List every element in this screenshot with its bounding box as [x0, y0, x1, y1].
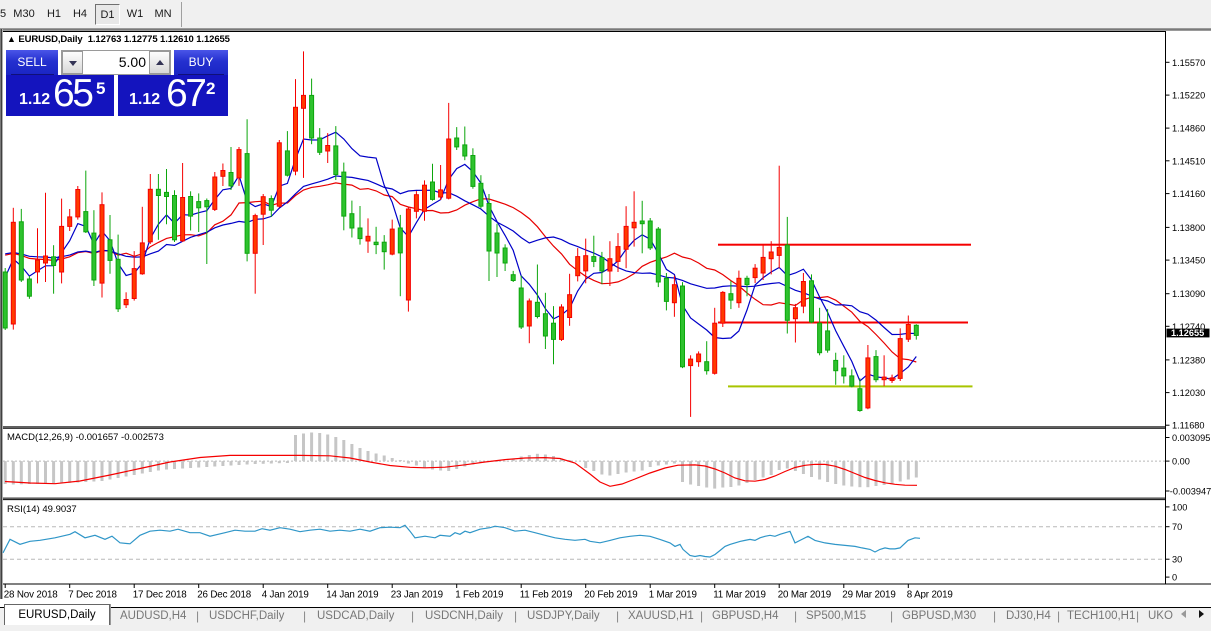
svg-text:1.13090: 1.13090	[1172, 289, 1205, 299]
svg-text:1.13800: 1.13800	[1172, 223, 1205, 233]
svg-text:100: 100	[1172, 502, 1187, 512]
svg-text:0.003095: 0.003095	[1172, 433, 1210, 443]
svg-text:7 Dec 2018: 7 Dec 2018	[68, 589, 117, 600]
svg-text:8 Apr 2019: 8 Apr 2019	[907, 589, 953, 600]
svg-text:1.11680: 1.11680	[1172, 421, 1205, 431]
svg-text:26 Dec 2018: 26 Dec 2018	[197, 589, 252, 600]
svg-text:1.14860: 1.14860	[1172, 124, 1205, 134]
svg-text:1 Mar 2019: 1 Mar 2019	[649, 589, 697, 600]
svg-text:20 Mar 2019: 20 Mar 2019	[778, 589, 831, 600]
svg-text:0.00: 0.00	[1172, 457, 1190, 467]
svg-text:11 Mar 2019: 11 Mar 2019	[713, 589, 766, 600]
svg-text:1.15220: 1.15220	[1172, 91, 1205, 101]
svg-text:1.12740: 1.12740	[1172, 322, 1205, 332]
svg-text:70: 70	[1172, 522, 1182, 532]
svg-text:11 Feb 2019: 11 Feb 2019	[520, 589, 573, 600]
svg-text:1.14510: 1.14510	[1172, 156, 1205, 166]
svg-text:17 Dec 2018: 17 Dec 2018	[133, 589, 188, 600]
svg-text:0: 0	[1172, 573, 1177, 583]
svg-text:1.13450: 1.13450	[1172, 256, 1205, 266]
svg-text:1 Feb 2019: 1 Feb 2019	[455, 589, 503, 600]
svg-text:1.12655: 1.12655	[1171, 328, 1204, 338]
svg-text:29 Mar 2019: 29 Mar 2019	[842, 589, 895, 600]
svg-text:23 Jan 2019: 23 Jan 2019	[391, 589, 443, 600]
svg-text:4 Jan 2019: 4 Jan 2019	[262, 589, 309, 600]
svg-text:30: 30	[1172, 555, 1182, 565]
svg-text:-0.003947: -0.003947	[1170, 487, 1211, 497]
svg-text:1.15570: 1.15570	[1172, 58, 1205, 68]
svg-text:1.14160: 1.14160	[1172, 189, 1205, 199]
svg-text:20 Feb 2019: 20 Feb 2019	[584, 589, 637, 600]
svg-text:28 Nov 2018: 28 Nov 2018	[4, 589, 59, 600]
svg-text:1.12030: 1.12030	[1172, 388, 1205, 398]
svg-text:14 Jan 2019: 14 Jan 2019	[326, 589, 378, 600]
svg-text:1.12380: 1.12380	[1172, 355, 1205, 365]
